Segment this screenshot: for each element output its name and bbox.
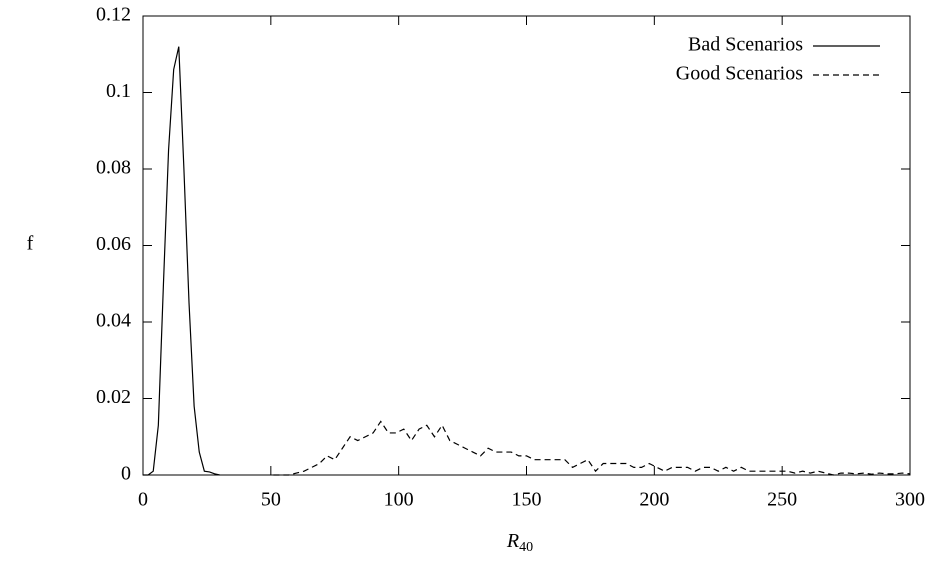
y-tick-label: 0 (121, 463, 131, 485)
legend-label: Bad Scenarios (688, 34, 803, 56)
y-tick-label: 0.02 (96, 386, 131, 408)
x-tick-label: 300 (895, 489, 925, 511)
plot-frame (142, 15, 911, 476)
y-tick-label: 0.04 (96, 310, 131, 332)
y-tick-label: 0.12 (96, 4, 131, 26)
y-tick-label: 0.1 (106, 80, 131, 102)
x-tick-label: 50 (261, 489, 281, 511)
y-axis-label: f (27, 233, 34, 255)
x-tick-label: 250 (767, 489, 797, 511)
series-line (143, 46, 220, 476)
x-tick-label: 150 (512, 489, 542, 511)
x-tick-label: 100 (384, 489, 414, 511)
x-tick-label: 0 (138, 489, 148, 511)
legend-label: Good Scenarios (676, 63, 803, 85)
series-line (273, 420, 911, 476)
x-axis-label-subscript: 40 (519, 540, 533, 555)
x-tick-label: 200 (639, 489, 669, 511)
y-tick-label: 0.06 (96, 233, 131, 255)
x-axis-label-base: R (506, 530, 519, 552)
x-axis-label: R40 (506, 530, 533, 556)
y-tick-label: 0.08 (96, 157, 131, 179)
